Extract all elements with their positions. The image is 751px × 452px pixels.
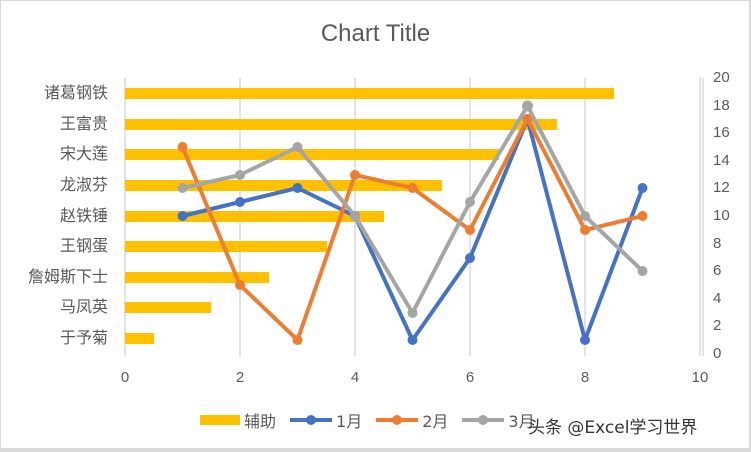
category-label: 于予菊: [59, 328, 108, 347]
category-label: 马凤英: [59, 297, 108, 316]
legend: 辅助 1月 2月 3月: [200, 408, 549, 432]
category-label: 龙淑芬: [59, 175, 108, 194]
category-label: 王钢蛋: [59, 236, 108, 255]
x-axis-tick: 6: [465, 369, 475, 386]
y-axis-tick: 0: [713, 345, 722, 362]
line-marker-swatch-icon: [462, 415, 505, 425]
legend-label: 辅助: [244, 412, 277, 431]
y-axis-tick: 4: [713, 290, 722, 307]
legend-item-mar[interactable]: 3月: [462, 408, 535, 432]
bar-series-helper: [125, 88, 614, 344]
x-axis-tick: 8: [580, 369, 590, 386]
legend-label: 1月: [336, 412, 363, 431]
x-axis-tick: 10: [691, 369, 709, 386]
category-label: 宋大莲: [59, 144, 108, 163]
x-axis-tick: 0: [120, 369, 130, 386]
x-axis-tick: 4: [350, 369, 360, 386]
line-marker-swatch-icon: [376, 415, 419, 425]
line-series-feb: [177, 114, 648, 345]
category-label: 詹姆斯下士: [27, 267, 108, 286]
line-series-mar: [177, 100, 648, 318]
y-axis-tick: 2: [713, 317, 722, 334]
y-axis-tick: 12: [713, 179, 730, 196]
y-axis-tick: 20: [713, 69, 730, 86]
x-axis-tick: 2: [235, 369, 245, 386]
y-axis-tick: 18: [713, 97, 730, 114]
y-axis-tick: 6: [713, 262, 722, 279]
legend-item-feb[interactable]: 2月: [376, 408, 448, 432]
chart-title[interactable]: Chart Title: [320, 20, 431, 47]
y-axis-tick: 10: [713, 207, 730, 224]
line-marker-swatch-icon: [290, 415, 333, 425]
legend-item-jan[interactable]: 1月: [290, 408, 362, 432]
bar-swatch-icon: [200, 415, 240, 425]
category-label: 赵铁锤: [59, 206, 108, 225]
watermark: 头条 @Excel学习世界: [528, 418, 698, 438]
legend-label: 2月: [422, 412, 449, 431]
y-axis-tick: 8: [713, 235, 722, 252]
y-axis-tick: 16: [713, 124, 730, 141]
category-label: 王富贵: [59, 114, 108, 133]
legend-label: 3月: [508, 412, 535, 431]
legend-item-helper[interactable]: 辅助: [200, 408, 276, 432]
y-axis-tick: 14: [713, 152, 730, 169]
category-label: 诸葛钢铁: [43, 83, 108, 102]
